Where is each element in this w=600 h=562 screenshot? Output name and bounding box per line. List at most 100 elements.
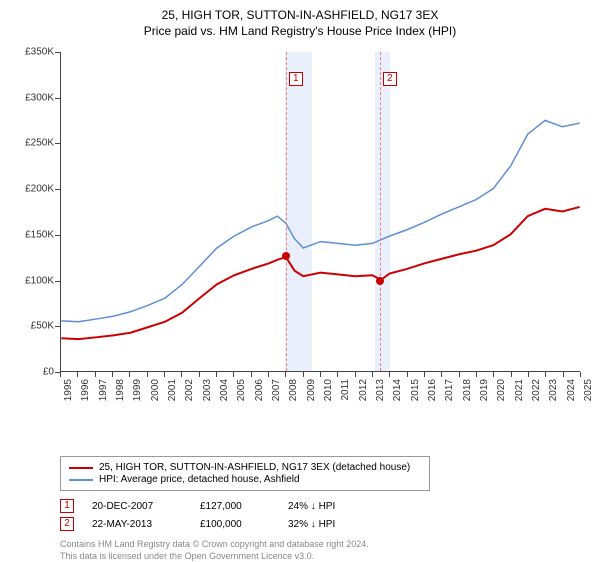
x-tick-label: 2021: [514, 379, 525, 401]
x-tick-mark: [580, 372, 581, 377]
y-tick-label: £100K: [12, 275, 54, 286]
legend-item: HPI: Average price, detached house, Ashf…: [69, 474, 421, 485]
x-tick-label: 2019: [479, 379, 490, 401]
x-tick-mark: [407, 372, 408, 377]
sale-row: 1 20-DEC-2007 £127,000 24% ↓ HPI: [60, 499, 588, 513]
x-tick-mark: [511, 372, 512, 377]
x-tick-mark: [147, 372, 148, 377]
x-tick-mark: [216, 372, 217, 377]
plot-region: [60, 52, 580, 372]
sale-point-dot: [376, 277, 384, 285]
legend-label: 25, HIGH TOR, SUTTON-IN-ASHFIELD, NG17 3…: [99, 462, 410, 473]
sale-date: 20-DEC-2007: [92, 501, 182, 512]
y-tick-label: £300K: [12, 92, 54, 103]
footer-line: This data is licensed under the Open Gov…: [60, 551, 588, 562]
x-tick-mark: [528, 372, 529, 377]
x-tick-mark: [545, 372, 546, 377]
sale-marker-box: 1: [289, 72, 303, 86]
sales-table: 1 20-DEC-2007 £127,000 24% ↓ HPI 2 22-MA…: [60, 499, 588, 531]
y-tick-mark: [55, 326, 60, 327]
y-tick-mark: [55, 281, 60, 282]
series-property: [61, 207, 579, 339]
legend-item: 25, HIGH TOR, SUTTON-IN-ASHFIELD, NG17 3…: [69, 462, 421, 473]
legend-label: HPI: Average price, detached house, Ashf…: [99, 474, 300, 485]
sale-marker: 2: [60, 517, 74, 531]
chart-area: 12£0£50K£100K£150K£200K£250K£300K£350K19…: [12, 44, 588, 414]
x-tick-mark: [459, 372, 460, 377]
sale-diff: 24% ↓ HPI: [288, 501, 378, 512]
legend-swatch: [69, 467, 93, 469]
x-tick-mark: [112, 372, 113, 377]
chart-title: 25, HIGH TOR, SUTTON-IN-ASHFIELD, NG17 3…: [12, 8, 588, 22]
x-tick-mark: [441, 372, 442, 377]
x-tick-label: 2005: [236, 379, 247, 401]
y-tick-label: £350K: [12, 47, 54, 58]
x-tick-label: 2013: [375, 379, 386, 401]
x-tick-mark: [563, 372, 564, 377]
x-tick-mark: [233, 372, 234, 377]
sale-vline: [380, 52, 381, 371]
x-tick-mark: [285, 372, 286, 377]
y-tick-label: £50K: [12, 321, 54, 332]
x-tick-mark: [493, 372, 494, 377]
y-tick-mark: [55, 98, 60, 99]
sale-date: 22-MAY-2013: [92, 519, 182, 530]
x-tick-mark: [476, 372, 477, 377]
x-tick-mark: [337, 372, 338, 377]
footer-attribution: Contains HM Land Registry data © Crown c…: [60, 539, 588, 562]
x-tick-mark: [372, 372, 373, 377]
sale-point-dot: [282, 252, 290, 260]
x-tick-label: 2020: [496, 379, 507, 401]
legend-box: 25, HIGH TOR, SUTTON-IN-ASHFIELD, NG17 3…: [60, 456, 430, 491]
y-tick-label: £250K: [12, 138, 54, 149]
y-tick-label: £150K: [12, 229, 54, 240]
x-tick-label: 2014: [392, 379, 403, 401]
x-tick-mark: [60, 372, 61, 377]
x-tick-mark: [181, 372, 182, 377]
x-tick-label: 1997: [98, 379, 109, 401]
x-tick-mark: [303, 372, 304, 377]
x-tick-label: 2025: [583, 379, 594, 401]
x-tick-label: 2000: [150, 379, 161, 401]
x-tick-mark: [320, 372, 321, 377]
x-tick-label: 2018: [462, 379, 473, 401]
x-tick-label: 2011: [340, 379, 351, 401]
x-tick-label: 1998: [115, 379, 126, 401]
x-tick-label: 2024: [566, 379, 577, 401]
sale-price: £127,000: [200, 501, 270, 512]
x-tick-label: 2003: [202, 379, 213, 401]
x-tick-label: 2023: [548, 379, 559, 401]
chart-container: 25, HIGH TOR, SUTTON-IN-ASHFIELD, NG17 3…: [0, 0, 600, 560]
sale-row: 2 22-MAY-2013 £100,000 32% ↓ HPI: [60, 517, 588, 531]
x-tick-label: 2022: [531, 379, 542, 401]
x-tick-label: 2002: [184, 379, 195, 401]
sale-diff: 32% ↓ HPI: [288, 519, 378, 530]
x-tick-label: 2008: [288, 379, 299, 401]
y-tick-mark: [55, 235, 60, 236]
sale-price: £100,000: [200, 519, 270, 530]
x-tick-mark: [355, 372, 356, 377]
sale-marker: 1: [60, 499, 74, 513]
y-tick-mark: [55, 52, 60, 53]
x-tick-mark: [424, 372, 425, 377]
x-tick-label: 1996: [80, 379, 91, 401]
x-tick-mark: [164, 372, 165, 377]
x-tick-mark: [77, 372, 78, 377]
x-tick-label: 1995: [63, 379, 74, 401]
y-tick-label: £200K: [12, 184, 54, 195]
y-tick-mark: [55, 189, 60, 190]
x-tick-mark: [199, 372, 200, 377]
x-tick-label: 2004: [219, 379, 230, 401]
x-tick-label: 2016: [427, 379, 438, 401]
x-tick-label: 2006: [254, 379, 265, 401]
x-tick-label: 2009: [306, 379, 317, 401]
x-tick-label: 2010: [323, 379, 334, 401]
x-tick-label: 2007: [271, 379, 282, 401]
x-tick-mark: [389, 372, 390, 377]
sale-marker-box: 2: [383, 72, 397, 86]
x-tick-mark: [129, 372, 130, 377]
line-series: [61, 52, 580, 371]
x-tick-label: 2017: [444, 379, 455, 401]
series-hpi: [61, 120, 579, 321]
x-tick-label: 2012: [358, 379, 369, 401]
